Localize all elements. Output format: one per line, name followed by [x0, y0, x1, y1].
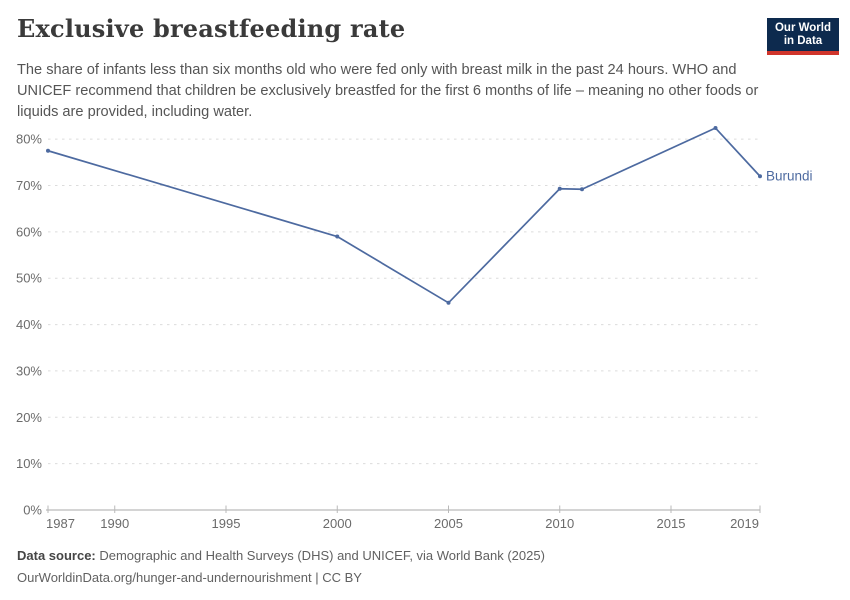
- x-axis-label: 1995: [212, 516, 241, 531]
- chart-subtitle: The share of infants less than six month…: [17, 62, 759, 120]
- owid-logo[interactable]: Our World in Data: [767, 18, 839, 55]
- y-axis-label: 0%: [23, 503, 42, 518]
- y-axis-label: 40%: [16, 317, 42, 332]
- owid-logo-line2: in Data: [783, 35, 823, 47]
- data-point[interactable]: [713, 126, 718, 131]
- y-axis-label: 70%: [16, 178, 42, 193]
- x-axis-label: 2019: [730, 516, 759, 531]
- data-point[interactable]: [557, 186, 562, 191]
- data-point[interactable]: [446, 300, 451, 305]
- x-axis-label: 2010: [545, 516, 574, 531]
- entity-label: Burundi: [766, 169, 813, 184]
- data-source-line: Data source: Demographic and Health Surv…: [17, 545, 837, 567]
- x-axis-label: 2000: [323, 516, 352, 531]
- x-axis-label: 1987: [46, 516, 75, 531]
- data-point[interactable]: [46, 148, 50, 153]
- y-axis-label: 60%: [16, 224, 42, 239]
- data-source-label: Data source:: [17, 548, 96, 563]
- y-axis-label: 10%: [16, 456, 42, 471]
- data-point[interactable]: [580, 187, 584, 192]
- y-axis-label: 30%: [16, 363, 42, 378]
- x-axis-label: 2015: [657, 516, 686, 531]
- y-axis-label: 50%: [16, 271, 42, 286]
- owid-logo-line1: Our World: [774, 22, 831, 34]
- x-axis-label: 2005: [434, 516, 463, 531]
- y-axis-label: 80%: [16, 132, 42, 147]
- series-line[interactable]: [47, 127, 761, 304]
- data-point[interactable]: [758, 174, 762, 179]
- page-title: Exclusive breastfeeding rate: [17, 14, 406, 43]
- data-source-text: Demographic and Health Surveys (DHS) and…: [95, 548, 545, 563]
- y-axis-label: 20%: [16, 410, 42, 425]
- citation-link[interactable]: OurWorldinData.org/hunger-and-undernouri…: [17, 569, 362, 585]
- chart-footer: Data source: Demographic and Health Surv…: [17, 545, 837, 588]
- x-axis-label: 1990: [100, 516, 129, 531]
- data-point[interactable]: [335, 234, 340, 239]
